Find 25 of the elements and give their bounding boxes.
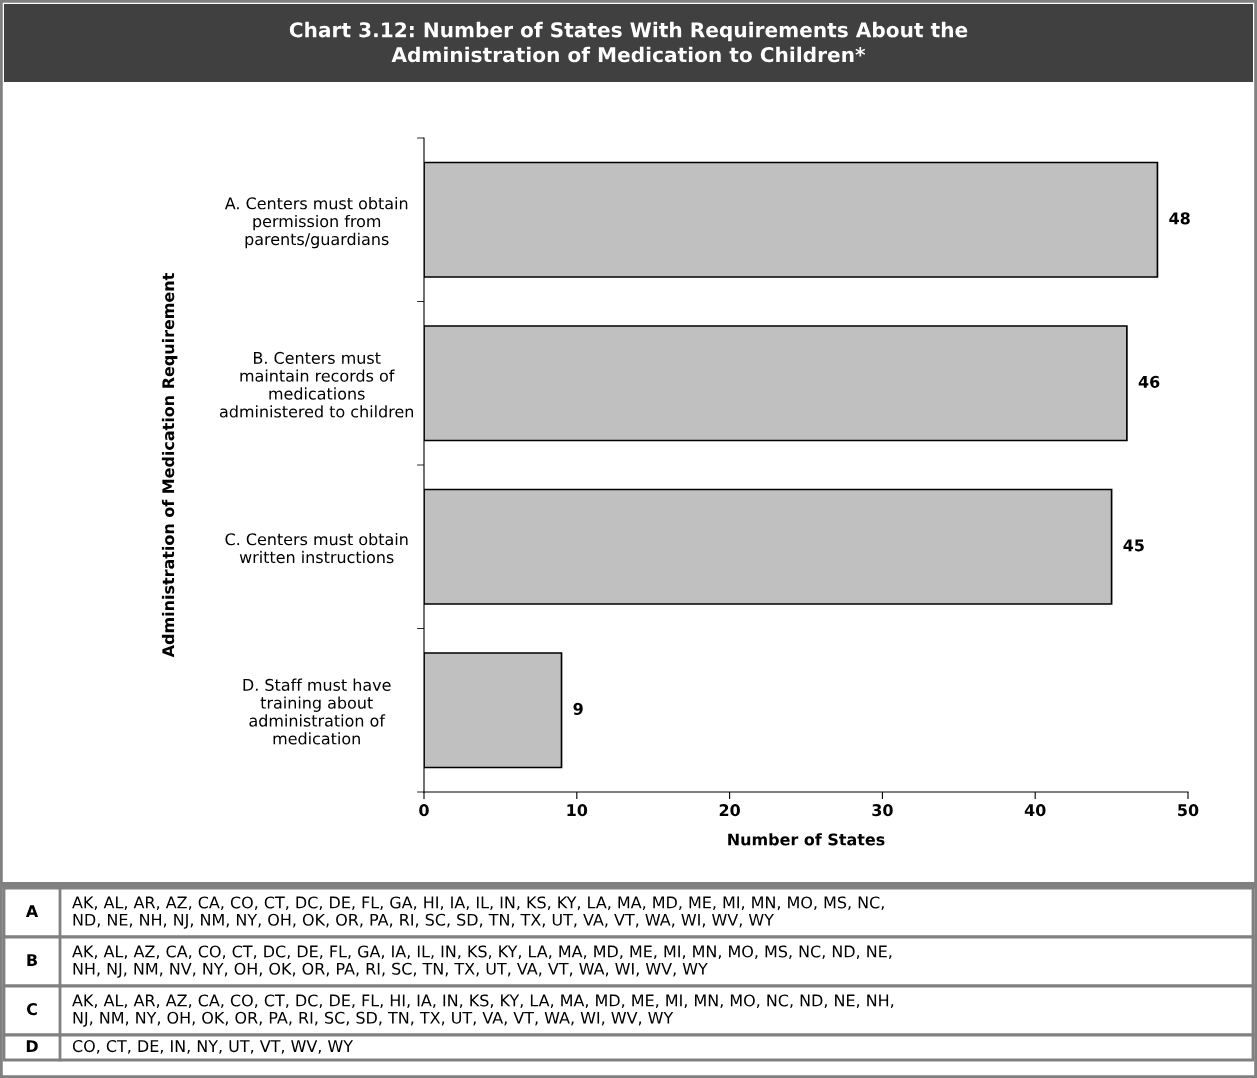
text: AK, AL, AR, AZ, CA, CO, CT, DC, DE, FL, GA, HI, IA, IL, IN, KS, KY, LA, MA, MD, ME, MI, MN, MO, MS, NC, ND, NE, NH, NJ, NM, NY, OH, OK, OR, PA, RI, SC, SD, TN, TX, UT, VA, VT, WA, WI, WV, WY <box>72 896 884 929</box>
y-tick-label: D. Staff must have training about administration of medication <box>243 678 391 745</box>
x-tick-label: 50 <box>1178 804 1199 817</box>
x-tick-label: 20 <box>719 804 740 817</box>
x-tick-label: 10 <box>567 804 588 817</box>
data-label: 48 <box>1169 212 1190 225</box>
text: D <box>26 1040 38 1052</box>
text: AK, AL, AR, AZ, CA, CO, CT, DC, DE, FL, HI, IA, IN, KS, KY, LA, MA, MD, ME, MI, MN, MO, NC, ND, NE, NH, NJ, NM, NY, OH, OK, OR, PA, RI, SC, SD, TN, TX, UT, VA, VT, WA, WI, WV, WY <box>72 994 894 1027</box>
x-tick-label: 40 <box>1024 804 1046 817</box>
x-axis-title: Number of States <box>728 833 885 846</box>
x-tick-label: 0 <box>419 804 429 817</box>
y-tick-label: B. Centers must maintain records of medications administered to children <box>219 351 414 418</box>
data-label: 46 <box>1138 375 1160 388</box>
data-label: 45 <box>1123 539 1144 552</box>
x-tick-label: 30 <box>872 804 893 817</box>
data-label: 9 <box>573 702 583 715</box>
text: A <box>25 905 39 917</box>
text: B <box>27 954 37 966</box>
text: CO, CT, DE, IN, NY, UT, VT, WV, WY <box>72 1040 354 1054</box>
y-tick-label: C. Centers must obtain written instructions <box>225 532 408 564</box>
text: C <box>26 1003 37 1016</box>
text: AK, AL, AZ, CA, CO, CT, DC, DE, FL, GA, IA, IL, IN, KS, KY, LA, MA, MD, ME, MI, MN, MO, MS, NC, ND, NE, NH, NJ, NM, NV, NY, OH, OK, OR, PA, RI, SC, TN, TX, UT, VA, VT, WA, WI, WV, WY <box>72 945 892 978</box>
chart-title: Chart 3.12: Number of States With Requirements About the Administration of Medication to Children* <box>289 21 968 63</box>
y-axis-title: Administration of Medication Requirement <box>161 273 178 658</box>
y-tick-label: A. Centers must obtain permission from parents/guardians <box>224 197 408 249</box>
